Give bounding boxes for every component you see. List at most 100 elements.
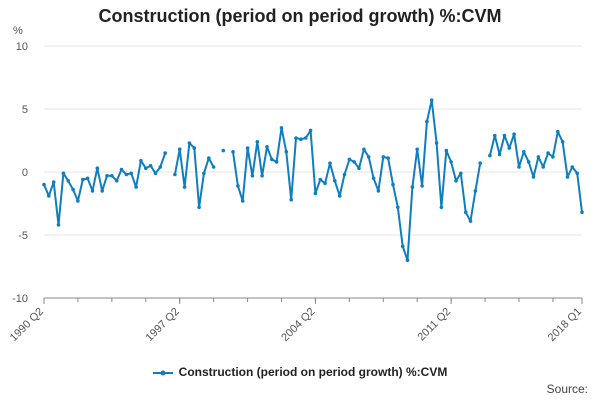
data-point [284, 150, 289, 154]
data-point [497, 152, 502, 157]
data-point [366, 155, 371, 159]
data-point [512, 132, 516, 136]
data-point [265, 145, 269, 149]
data-point [531, 175, 536, 179]
data-point [328, 161, 332, 165]
data-point [391, 182, 395, 187]
data-point [449, 160, 453, 164]
legend[interactable]: Construction (period on period growth) %… [0, 365, 600, 379]
series-lines [43, 99, 583, 262]
y-tick-label: 0 [22, 167, 28, 179]
data-point [202, 171, 206, 176]
data-point [221, 148, 226, 153]
series-line-segment [173, 142, 215, 209]
data-point [565, 175, 570, 179]
data-point [144, 166, 148, 170]
data-point [580, 210, 584, 215]
x-tick-label: 2018 Q1 [546, 306, 584, 344]
source-label: Source: [546, 382, 588, 396]
data-point [51, 180, 56, 184]
data-point [177, 147, 182, 152]
data-point [357, 166, 361, 170]
data-point [420, 184, 424, 188]
data-point [556, 129, 560, 134]
data-point [507, 146, 512, 150]
data-point [294, 136, 298, 140]
data-point [187, 141, 192, 145]
data-point [129, 171, 133, 176]
data-point [347, 157, 352, 162]
data-point [158, 165, 163, 169]
legend-line-icon [152, 370, 173, 376]
y-axis-ticks: 10 5 0 -5 -10 [12, 41, 28, 305]
data-point [405, 258, 410, 263]
data-point [362, 147, 366, 152]
data-point [386, 156, 390, 160]
data-point [323, 181, 327, 186]
data-point [444, 148, 449, 153]
data-point [173, 172, 177, 177]
data-point [66, 179, 70, 183]
data-point [61, 171, 66, 176]
data-point [245, 146, 250, 150]
data-point [396, 205, 400, 210]
data-point [47, 194, 51, 198]
data-point [400, 244, 405, 249]
data-point [76, 199, 80, 203]
gridlines [44, 45, 582, 236]
data-point [279, 126, 284, 130]
chart-title: Construction (period on period growth) %… [98, 6, 502, 26]
series-line-segment [232, 99, 482, 262]
data-point [81, 177, 85, 182]
data-point [148, 163, 153, 168]
data-point [308, 128, 313, 133]
data-point [551, 155, 555, 159]
data-point [473, 189, 478, 193]
data-point [560, 140, 565, 144]
data-point [575, 171, 579, 176]
data-point [211, 165, 216, 169]
data-point [517, 165, 521, 169]
data-point [114, 179, 119, 183]
data-point [250, 174, 255, 178]
data-point [478, 161, 483, 165]
data-point [454, 179, 458, 183]
data-point [425, 119, 429, 124]
data-point [415, 147, 420, 152]
data-point [139, 158, 143, 163]
data-point [110, 174, 114, 178]
data-point [342, 172, 347, 177]
data-point [270, 157, 274, 162]
data-point [522, 150, 526, 154]
data-point [182, 185, 187, 189]
data-point [570, 165, 575, 169]
x-tick-label: 2004 Q2 [279, 306, 317, 344]
data-point [337, 194, 342, 198]
data-point [333, 179, 337, 183]
data-point [56, 223, 61, 227]
data-point [463, 210, 468, 215]
data-point [299, 137, 303, 141]
series-line-segment [488, 130, 583, 213]
x-tick-label: 2011 Q2 [416, 306, 454, 344]
data-point [434, 141, 439, 145]
x-tick-label: 1997 Q2 [144, 306, 182, 344]
data-point [71, 187, 75, 192]
data-point [231, 150, 235, 154]
data-point [381, 155, 386, 159]
y-tick-label: 5 [22, 104, 28, 116]
data-point [260, 174, 264, 178]
data-point [236, 184, 240, 188]
data-point [197, 205, 201, 210]
data-point [255, 140, 260, 144]
data-point [119, 167, 124, 172]
y-tick-label: 10 [16, 41, 28, 53]
data-point [90, 189, 95, 193]
data-point [318, 177, 323, 182]
data-point [289, 197, 294, 202]
y-tick-label: -10 [12, 293, 28, 305]
data-point [274, 160, 279, 164]
data-point [105, 174, 109, 178]
y-axis-label: % [13, 25, 23, 37]
data-point [85, 176, 90, 181]
